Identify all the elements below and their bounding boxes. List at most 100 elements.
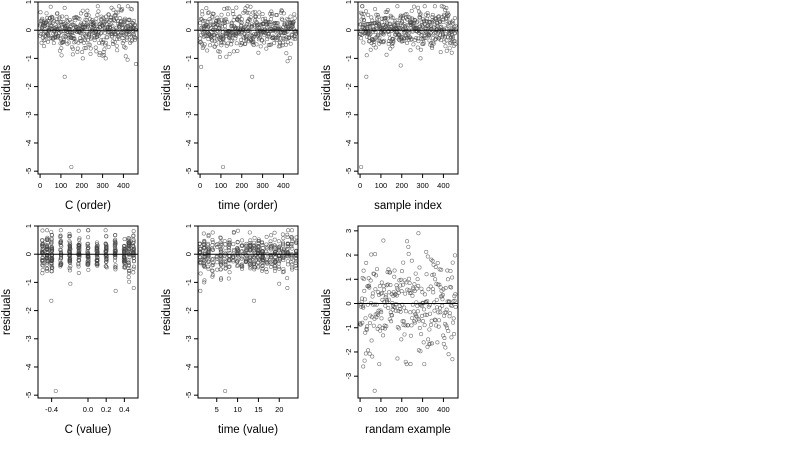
data-point [239,243,244,248]
data-point [123,16,128,21]
data-point [277,253,282,258]
data-point [444,310,449,315]
data-point [44,11,49,16]
data-point [421,41,426,46]
data-point [290,246,295,251]
data-point [452,16,457,21]
data-point [444,325,449,330]
data-point [449,303,454,308]
data-point [82,46,87,51]
data-point [112,40,117,45]
data-point [40,247,45,252]
data-point [117,4,122,9]
data-point [361,40,366,45]
data-point [383,10,388,15]
data-point [244,246,249,251]
data-point [57,15,62,20]
data-point [405,287,410,292]
data-point [443,345,448,350]
data-point [223,388,228,393]
data-point [428,322,433,327]
data-point [447,46,452,51]
data-point [94,16,99,21]
data-point [112,258,117,263]
data-point [258,35,263,40]
data-point [40,257,45,262]
y-tick-label: -5 [184,168,193,175]
y-tick-label: -2 [344,349,353,356]
data-point [131,244,136,249]
x-tick-label: 100 [55,181,68,190]
data-point [113,288,118,293]
data-point [58,20,63,25]
data-point [387,32,392,37]
data-point [453,42,458,47]
data-point [218,253,223,258]
data-point [206,232,211,237]
data-point [122,19,127,24]
y-axis-title: residuals [1,289,13,335]
y-tick-label: -3 [344,111,353,118]
data-point [67,266,72,271]
data-point [292,12,297,17]
data-point [126,238,131,243]
data-point [452,253,457,258]
data-point [49,269,54,274]
data-point [211,11,216,16]
data-point [272,251,277,256]
data-point [416,39,421,44]
data-point [53,388,58,393]
data-point [411,17,416,22]
data-point [370,291,375,296]
data-point [237,14,242,19]
data-point [218,32,223,37]
data-point [434,23,439,28]
data-point [422,292,427,297]
y-tick-label: -2 [184,307,193,314]
data-point [411,42,416,47]
data-point [49,14,54,19]
data-point [432,308,437,313]
data-point [121,247,126,252]
data-point [239,249,244,254]
data-point [269,11,274,16]
data-point [437,267,442,272]
data-point [443,7,448,12]
data-point [421,40,426,45]
data-point [76,261,81,266]
data-point [377,284,382,289]
data-point [452,298,457,303]
data-point [418,47,423,52]
data-point [277,27,282,32]
data-point [131,229,136,234]
data-point [409,323,414,328]
data-point [202,280,207,285]
data-point [123,54,128,59]
data-point [51,40,56,45]
data-point [77,258,82,263]
data-point [388,270,393,275]
data-point [133,37,138,42]
data-point [219,17,224,22]
data-point [391,40,396,45]
data-point [395,356,400,361]
y-tick-label: -1 [184,279,193,286]
data-point [252,235,257,240]
data-point [58,240,63,245]
data-point [227,258,232,263]
data-point [206,10,211,15]
data-point [293,37,298,42]
data-point [417,24,422,29]
data-point [362,18,367,23]
y-tick-label: 1 [344,277,353,281]
data-point [248,264,253,269]
data-point [272,237,277,242]
data-point [40,238,45,243]
data-point [252,255,257,260]
data-point [235,49,240,54]
data-point [429,257,434,262]
data-point [444,48,449,53]
data-point [275,21,280,26]
data-point [426,287,431,292]
data-point [48,4,53,9]
